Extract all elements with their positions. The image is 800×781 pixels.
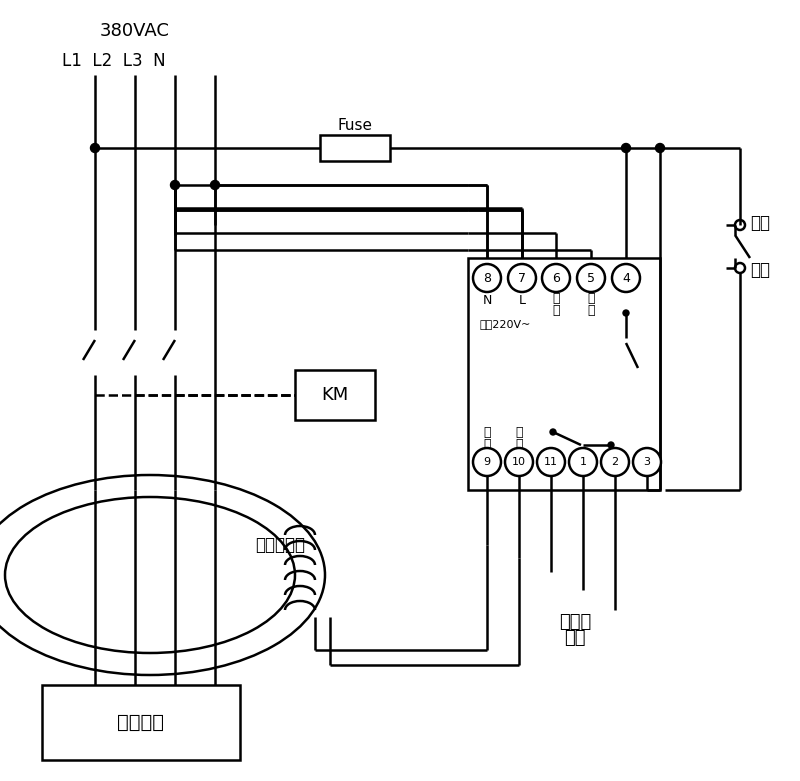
Text: 8: 8 bbox=[483, 272, 491, 284]
Circle shape bbox=[542, 264, 570, 292]
Circle shape bbox=[550, 429, 556, 435]
Circle shape bbox=[633, 448, 661, 476]
Circle shape bbox=[655, 144, 665, 152]
Circle shape bbox=[569, 448, 597, 476]
Text: 報警: 報警 bbox=[564, 629, 586, 647]
Circle shape bbox=[623, 310, 629, 316]
Circle shape bbox=[473, 264, 501, 292]
Text: N: N bbox=[482, 294, 492, 306]
Circle shape bbox=[473, 448, 501, 476]
Circle shape bbox=[210, 180, 219, 190]
Text: Fuse: Fuse bbox=[338, 119, 373, 134]
Bar bbox=[295, 370, 375, 420]
Circle shape bbox=[505, 448, 533, 476]
Text: 2: 2 bbox=[611, 457, 618, 467]
Text: 9: 9 bbox=[483, 457, 490, 467]
Text: 1: 1 bbox=[579, 457, 586, 467]
Text: 接聲光: 接聲光 bbox=[559, 613, 591, 631]
Text: 7: 7 bbox=[518, 272, 526, 284]
Text: 零序互感器: 零序互感器 bbox=[255, 536, 305, 554]
Text: 5: 5 bbox=[587, 272, 595, 284]
Circle shape bbox=[622, 144, 630, 152]
Text: 信: 信 bbox=[483, 426, 490, 438]
Text: 信: 信 bbox=[515, 426, 522, 438]
Circle shape bbox=[508, 264, 536, 292]
Text: 試: 試 bbox=[587, 291, 594, 305]
Text: 自鎖: 自鎖 bbox=[750, 214, 770, 232]
Text: 380VAC: 380VAC bbox=[100, 22, 170, 40]
Bar bbox=[468, 258, 660, 490]
Text: 試: 試 bbox=[552, 291, 560, 305]
Text: 號: 號 bbox=[483, 437, 490, 451]
Text: 開關: 開關 bbox=[750, 261, 770, 279]
Text: 6: 6 bbox=[552, 272, 560, 284]
Circle shape bbox=[537, 448, 565, 476]
Text: 電源220V~: 電源220V~ bbox=[479, 319, 530, 329]
Text: 用戶設備: 用戶設備 bbox=[118, 713, 165, 732]
Text: 4: 4 bbox=[622, 272, 630, 284]
Text: 驗: 驗 bbox=[552, 304, 560, 316]
Bar bbox=[42, 685, 240, 760]
Circle shape bbox=[90, 144, 99, 152]
Circle shape bbox=[577, 264, 605, 292]
Text: 號: 號 bbox=[515, 437, 522, 451]
Text: L: L bbox=[518, 294, 526, 306]
Circle shape bbox=[608, 442, 614, 448]
Text: 驗: 驗 bbox=[587, 304, 594, 316]
Text: 10: 10 bbox=[512, 457, 526, 467]
Bar bbox=[320, 135, 390, 161]
Circle shape bbox=[170, 180, 179, 190]
Text: KM: KM bbox=[322, 386, 349, 404]
Circle shape bbox=[601, 448, 629, 476]
Circle shape bbox=[612, 264, 640, 292]
Text: L1  L2  L3  N: L1 L2 L3 N bbox=[62, 52, 166, 70]
Text: 3: 3 bbox=[643, 457, 650, 467]
Text: 11: 11 bbox=[544, 457, 558, 467]
